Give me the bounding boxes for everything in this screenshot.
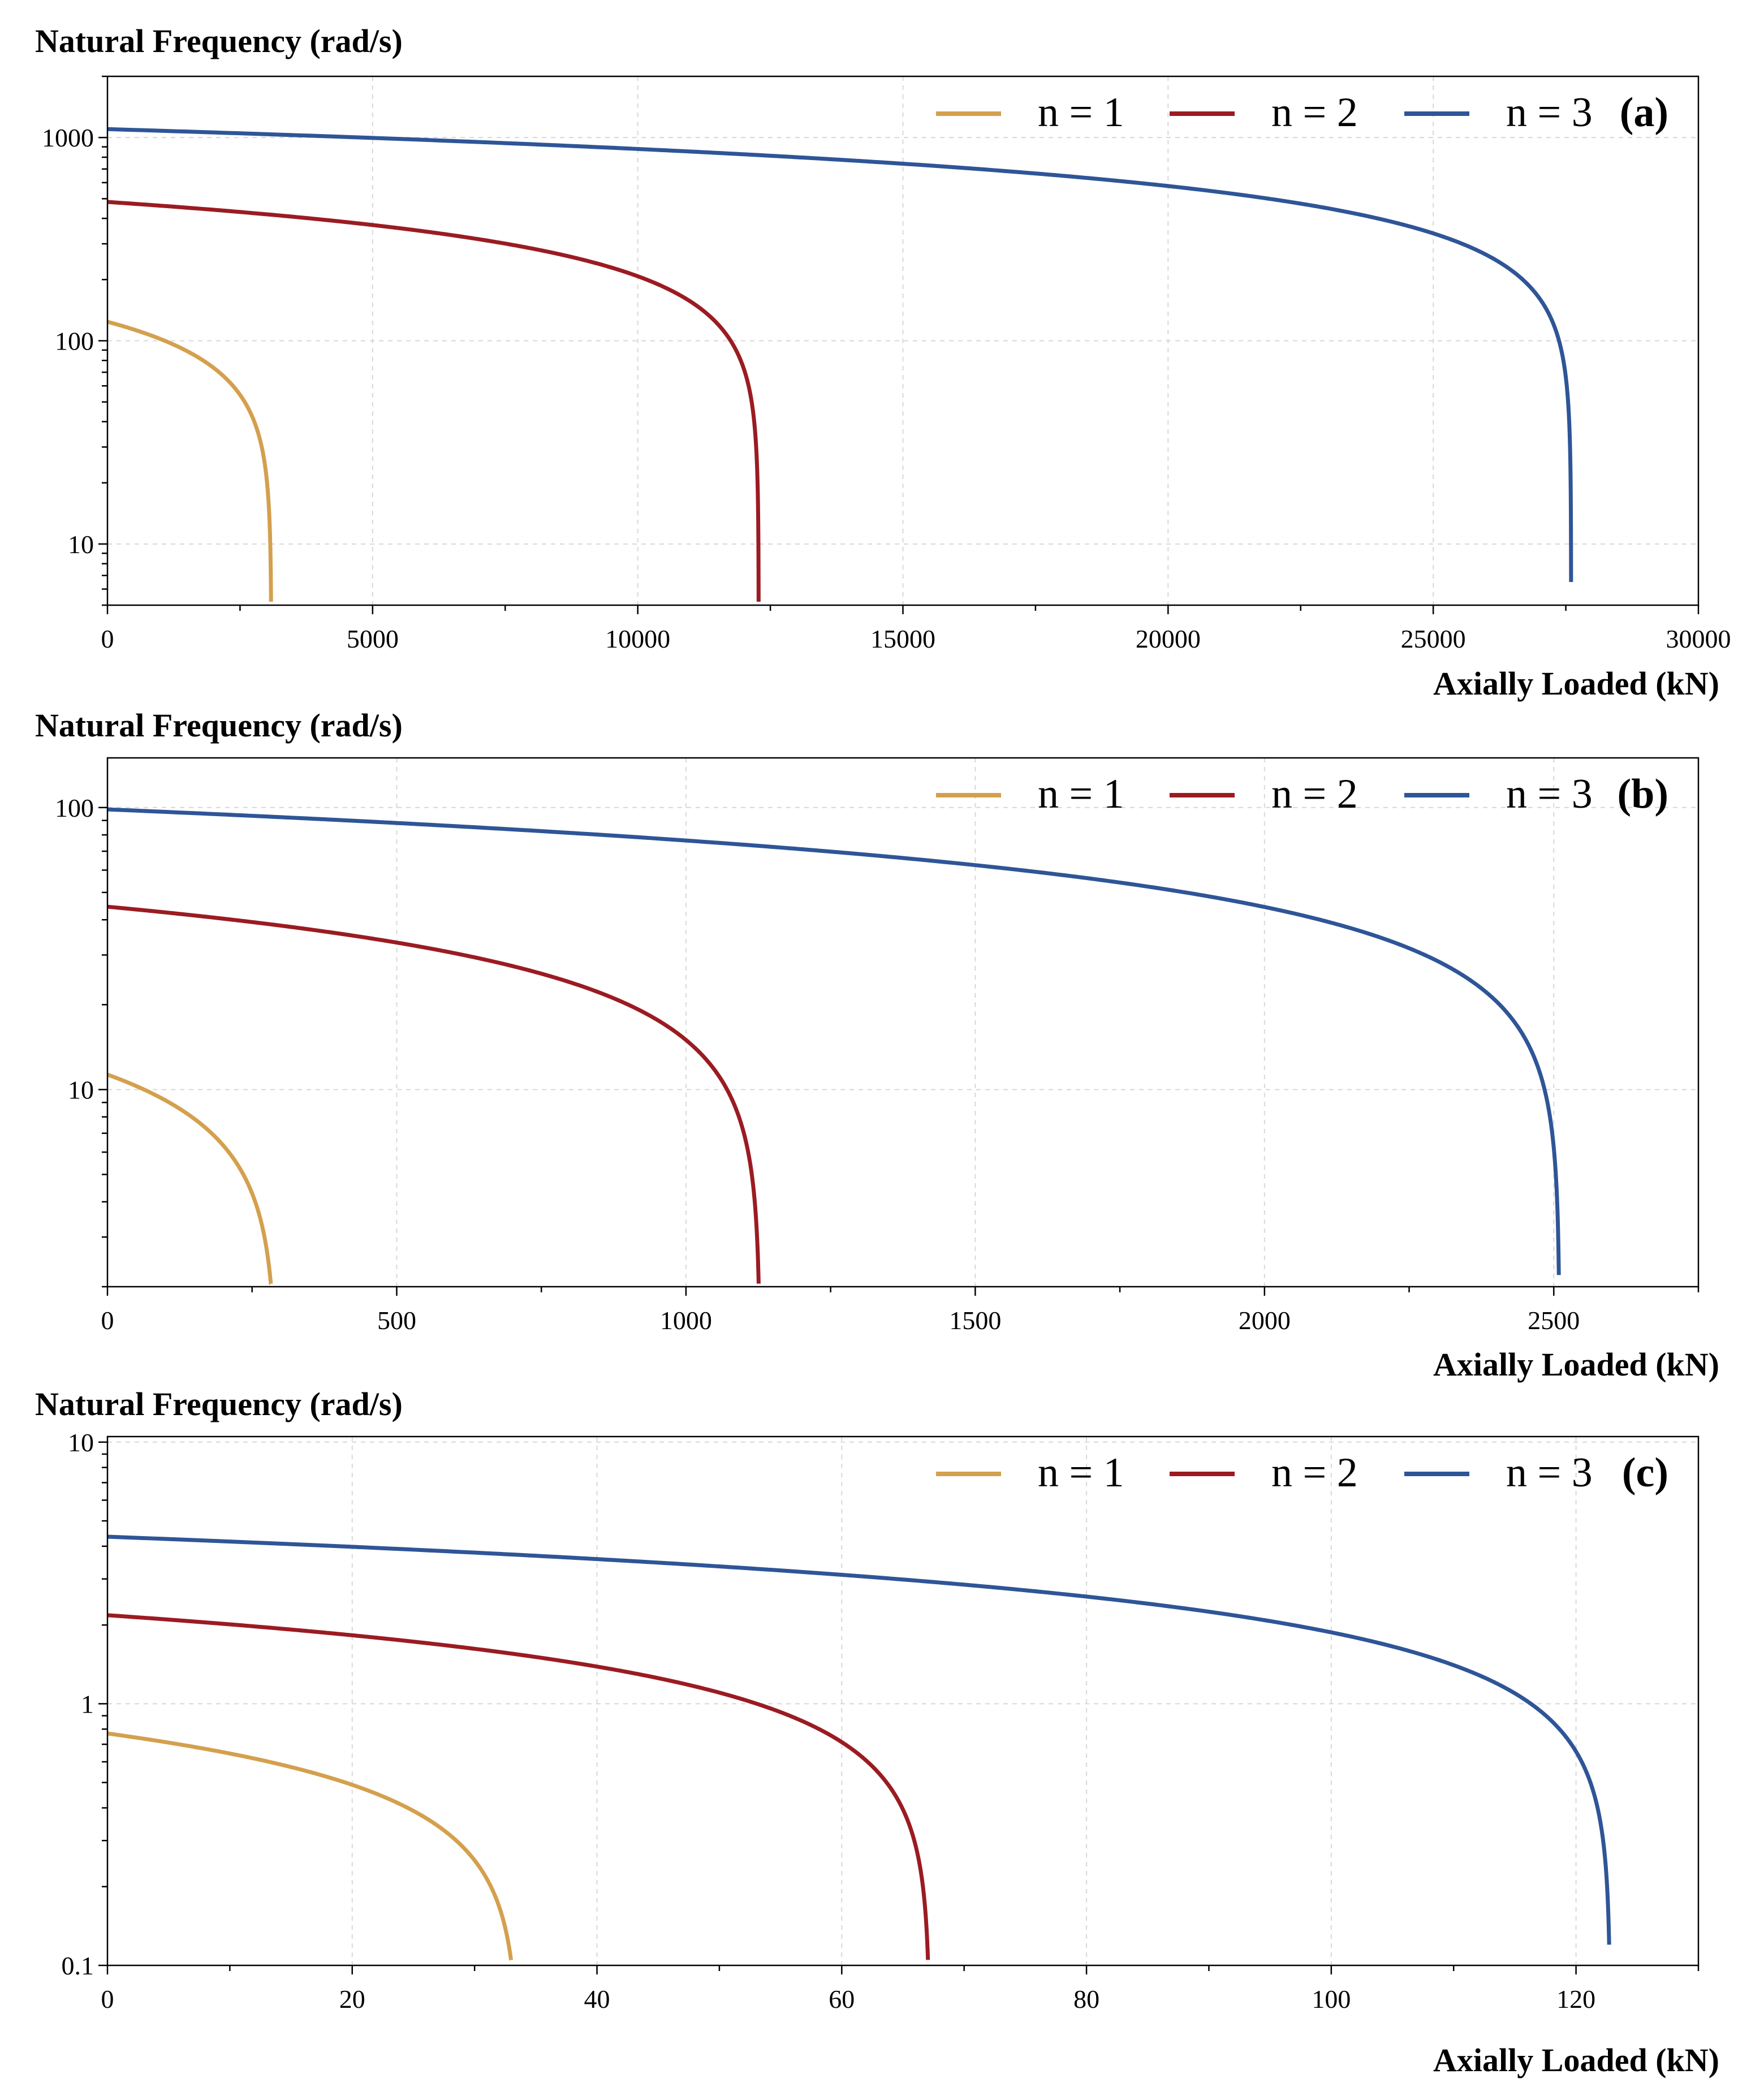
axes: 0 20 40 60 80 100 120 0.1 1 10	[62, 1428, 1700, 2013]
x-tick-label: 30000	[1666, 624, 1731, 653]
x-tick-label: 0	[101, 624, 114, 653]
series-line-n1	[107, 1731, 514, 1962]
y-tick-label: 1	[81, 1689, 94, 1718]
series-layer	[107, 1534, 1611, 1962]
legend-label-n2: n = 2	[1271, 1450, 1358, 1496]
legend-label-n1: n = 1	[1038, 1450, 1124, 1496]
x-tick-label: 2500	[1528, 1306, 1580, 1335]
chart-panel-a: Natural Frequency (rad/s) Axially Loaded…	[35, 23, 1731, 702]
series-line-n2	[107, 1613, 930, 1962]
x-tick-label: 2000	[1239, 1306, 1291, 1335]
x-tick-label: 0	[101, 1985, 114, 2013]
chart-panel-c: Natural Frequency (rad/s) Axially Loaded…	[35, 1386, 1719, 2079]
x-axis-label: Axially Loaded (kN)	[1433, 2042, 1719, 2079]
legend-label-n1: n = 1	[1038, 89, 1124, 136]
x-tick-label: 1000	[660, 1306, 712, 1335]
y-tick-label: 1000	[42, 123, 94, 152]
series-layer	[106, 127, 1573, 604]
gridlines	[107, 758, 1698, 1287]
y-tick-label: 10	[68, 530, 94, 559]
y-tick-label: 0.1	[62, 1951, 94, 1980]
series-line-n2	[107, 904, 761, 1286]
x-tick-label: 10000	[605, 624, 670, 653]
chart-panel-b: Natural Frequency (rad/s) Axially Loaded…	[35, 707, 1719, 1383]
y-tick-label: 100	[55, 327, 94, 356]
y-tick-label: 100	[55, 794, 94, 822]
panel-label: (b)	[1618, 771, 1668, 817]
y-axis-label: Natural Frequency (rad/s)	[35, 23, 403, 59]
x-tick-label: 5000	[347, 624, 399, 653]
gridlines	[107, 1437, 1698, 1965]
y-tick-label: 10	[68, 1075, 94, 1104]
legend: n = 1 n = 2 n = 3 (b)	[936, 771, 1668, 817]
series-layer	[106, 807, 1561, 1286]
y-axis-label: Natural Frequency (rad/s)	[35, 1386, 403, 1422]
x-tick-label: 20	[339, 1985, 365, 2013]
plot-area-frame	[106, 757, 1700, 1288]
series-line-n3	[107, 1534, 1611, 1947]
legend: n = 1 n = 2 n = 3 (a)	[936, 89, 1668, 136]
x-tick-label: 40	[584, 1985, 610, 2013]
gridlines	[107, 76, 1698, 605]
x-tick-label: 20000	[1136, 624, 1201, 653]
x-tick-label: 500	[377, 1306, 416, 1335]
legend-label-n2: n = 2	[1271, 89, 1358, 136]
series-line-n2	[107, 200, 761, 604]
series-line-n1	[106, 320, 273, 604]
x-axis-label: Axially Loaded (kN)	[1433, 665, 1719, 702]
axes: 0 500 1000 1500 2000 2500 10 100	[55, 794, 1700, 1335]
x-tick-label: 0	[101, 1306, 114, 1335]
panel-label: (c)	[1622, 1450, 1668, 1496]
legend-label-n3: n = 3	[1506, 1450, 1593, 1496]
axes: 0 5000 10000 15000 20000 25000 30000 10 100 1000	[42, 75, 1731, 653]
x-tick-label: 120	[1556, 1985, 1595, 2013]
y-axis-label: Natural Frequency (rad/s)	[35, 707, 403, 744]
x-tick-label: 80	[1073, 1985, 1099, 2013]
y-tick-label: 10	[68, 1428, 94, 1457]
x-tick-label: 100	[1312, 1985, 1351, 2013]
legend-label-n1: n = 1	[1038, 771, 1124, 817]
legend-label-n3: n = 3	[1506, 89, 1593, 136]
x-tick-label: 15000	[870, 624, 935, 653]
series-line-n3	[107, 807, 1561, 1277]
legend-label-n2: n = 2	[1271, 771, 1358, 817]
legend: n = 1 n = 2 n = 3 (c)	[936, 1450, 1668, 1496]
x-tick-label: 25000	[1401, 624, 1466, 653]
x-tick-label: 1500	[949, 1306, 1001, 1335]
legend-label-n3: n = 3	[1506, 771, 1593, 817]
series-line-n3	[107, 127, 1573, 584]
series-line-n1	[106, 1072, 273, 1286]
plot-area-frame	[106, 1435, 1700, 1967]
x-axis-label: Axially Loaded (kN)	[1433, 1346, 1719, 1383]
x-tick-label: 60	[829, 1985, 855, 2013]
panel-label: (a)	[1620, 89, 1668, 136]
